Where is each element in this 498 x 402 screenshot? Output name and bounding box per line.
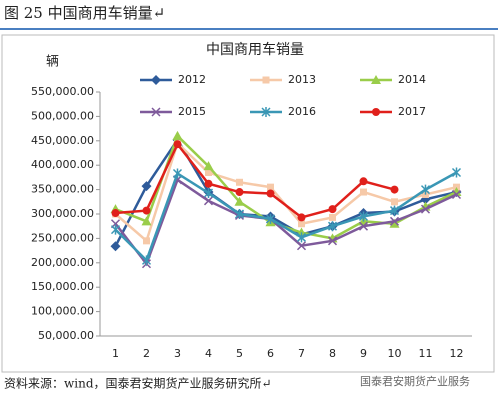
x-tick-label: 4 — [205, 347, 212, 360]
series-line — [114, 177, 458, 267]
marker — [390, 185, 399, 194]
marker — [266, 189, 275, 198]
y-tick-label: 450,000.00 — [31, 134, 94, 147]
y-tick-label: 500,000.00 — [31, 109, 94, 122]
marker — [359, 177, 368, 186]
y-tick-label: 50,000.00 — [38, 329, 94, 342]
y-tick-label: 250,000.00 — [31, 231, 94, 244]
marker — [358, 221, 369, 231]
x-tick-label: 11 — [419, 347, 433, 360]
marker — [236, 178, 243, 186]
marker — [371, 75, 381, 84]
marker — [297, 213, 306, 222]
y-tick-label: 300,000.00 — [31, 207, 94, 220]
legend-label: 2017 — [398, 105, 426, 118]
y-tick-label: 150,000.00 — [31, 280, 94, 293]
y-label: 辆 — [46, 55, 59, 70]
marker — [235, 188, 244, 197]
marker — [151, 107, 161, 117]
marker — [141, 216, 152, 226]
marker — [389, 216, 400, 226]
x-tick-label: 7 — [298, 347, 305, 360]
marker — [262, 76, 270, 84]
marker — [203, 188, 214, 199]
marker — [234, 196, 245, 206]
y-tick-label: 550,000.00 — [31, 85, 94, 98]
x-tick-label: 6 — [267, 347, 274, 360]
x-tick-label: 1 — [112, 347, 119, 360]
caption: 图 25 中国商用车销量↵ — [4, 4, 165, 22]
marker — [143, 237, 150, 245]
legend-label: 2015 — [178, 105, 206, 118]
series-line — [114, 137, 457, 247]
x-tick-label: 2 — [143, 347, 150, 360]
series-line — [115, 133, 458, 240]
marker — [389, 205, 400, 216]
marker — [372, 108, 380, 116]
marker — [451, 167, 462, 178]
x-tick-label: 10 — [388, 347, 402, 360]
x-tick-label: 3 — [174, 347, 181, 360]
marker — [141, 181, 152, 192]
marker — [327, 221, 338, 232]
marker — [420, 204, 431, 214]
legend-label: 2016 — [288, 105, 316, 118]
marker — [110, 224, 121, 235]
watermark: 国泰君安期货产业服务 — [360, 374, 470, 388]
y-tick-label: 350,000.00 — [31, 183, 94, 196]
x-tick-label: 8 — [329, 347, 336, 360]
marker — [141, 255, 152, 266]
marker — [298, 220, 305, 228]
marker — [142, 206, 151, 215]
marker — [205, 169, 212, 177]
series-line — [114, 171, 458, 263]
marker — [328, 205, 337, 214]
marker — [234, 209, 245, 219]
x-tick-label: 9 — [360, 347, 367, 360]
y-tick-label: 400,000.00 — [31, 158, 94, 171]
source: 资料来源：wind，国泰君安期货产业服务研究所↵ — [4, 376, 272, 391]
x-tick-label: 5 — [236, 347, 243, 360]
marker — [451, 189, 462, 200]
marker — [358, 211, 369, 222]
x-tick-label: 12 — [450, 347, 464, 360]
marker — [265, 213, 276, 224]
marker — [172, 130, 183, 140]
marker — [151, 75, 161, 85]
marker — [296, 232, 307, 243]
marker — [204, 179, 213, 188]
marker — [329, 213, 336, 221]
legend-label: 2014 — [398, 73, 426, 86]
series-line — [115, 141, 395, 219]
marker — [296, 241, 307, 251]
marker — [420, 184, 431, 195]
legend-label: 2013 — [288, 73, 316, 86]
marker — [203, 161, 214, 171]
marker — [261, 107, 271, 117]
chart-title: 中国商用车销量 — [206, 41, 304, 58]
marker — [391, 198, 398, 206]
y-tick-label: 200,000.00 — [31, 256, 94, 269]
marker — [172, 168, 183, 179]
marker — [267, 183, 274, 191]
marker — [111, 209, 120, 218]
marker — [327, 236, 338, 246]
marker — [451, 187, 462, 197]
marker — [203, 196, 214, 206]
marker — [110, 241, 121, 252]
chart-frame — [1, 34, 495, 373]
marker — [360, 188, 367, 196]
y-tick-label: 100,000.00 — [31, 305, 94, 318]
marker — [173, 140, 182, 149]
marker — [389, 218, 400, 228]
legend-label: 2012 — [178, 73, 206, 86]
